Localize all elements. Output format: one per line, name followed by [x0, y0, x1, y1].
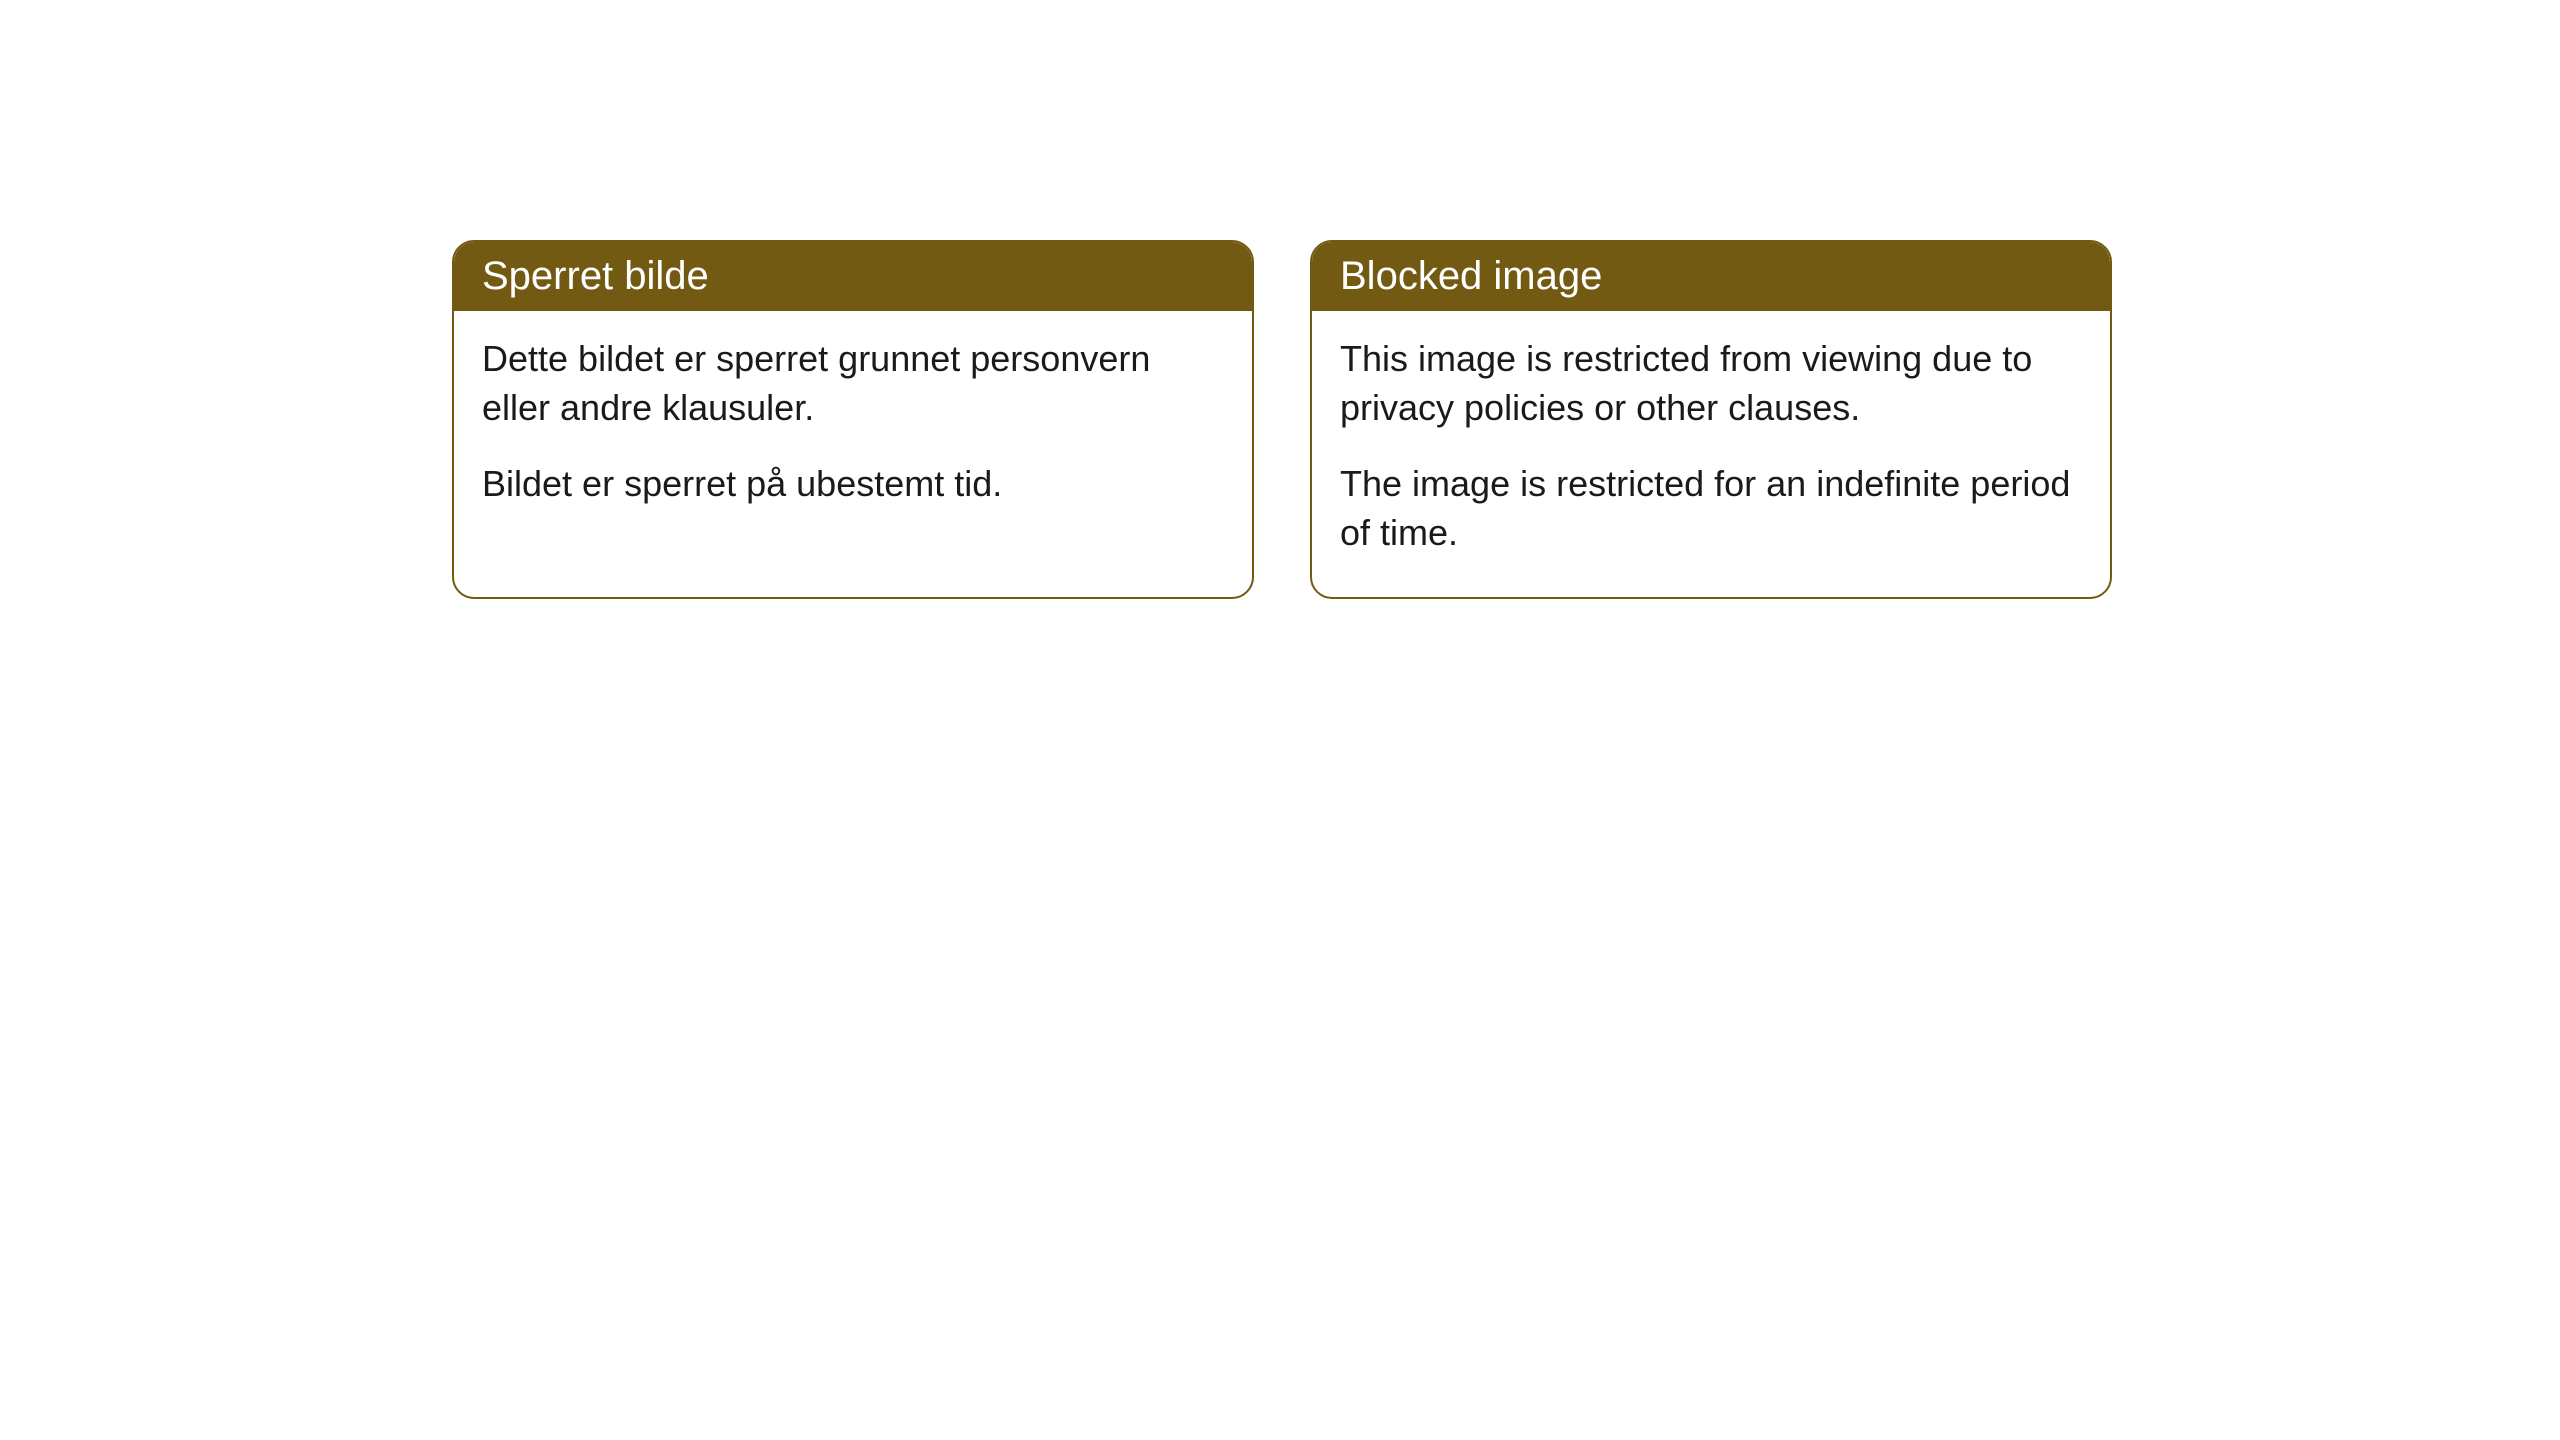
card-header-english: Blocked image	[1312, 242, 2110, 311]
card-header-norwegian: Sperret bilde	[454, 242, 1252, 311]
card-paragraph-1: This image is restricted from viewing du…	[1340, 335, 2082, 432]
card-body-english: This image is restricted from viewing du…	[1312, 311, 2110, 597]
blocked-image-card-norwegian: Sperret bilde Dette bildet er sperret gr…	[452, 240, 1254, 599]
card-title: Blocked image	[1340, 254, 1602, 298]
card-title: Sperret bilde	[482, 254, 709, 298]
card-paragraph-2: Bildet er sperret på ubestemt tid.	[482, 460, 1224, 509]
card-body-norwegian: Dette bildet er sperret grunnet personve…	[454, 311, 1252, 549]
notice-cards-container: Sperret bilde Dette bildet er sperret gr…	[0, 0, 2560, 599]
blocked-image-card-english: Blocked image This image is restricted f…	[1310, 240, 2112, 599]
card-paragraph-1: Dette bildet er sperret grunnet personve…	[482, 335, 1224, 432]
card-paragraph-2: The image is restricted for an indefinit…	[1340, 460, 2082, 557]
